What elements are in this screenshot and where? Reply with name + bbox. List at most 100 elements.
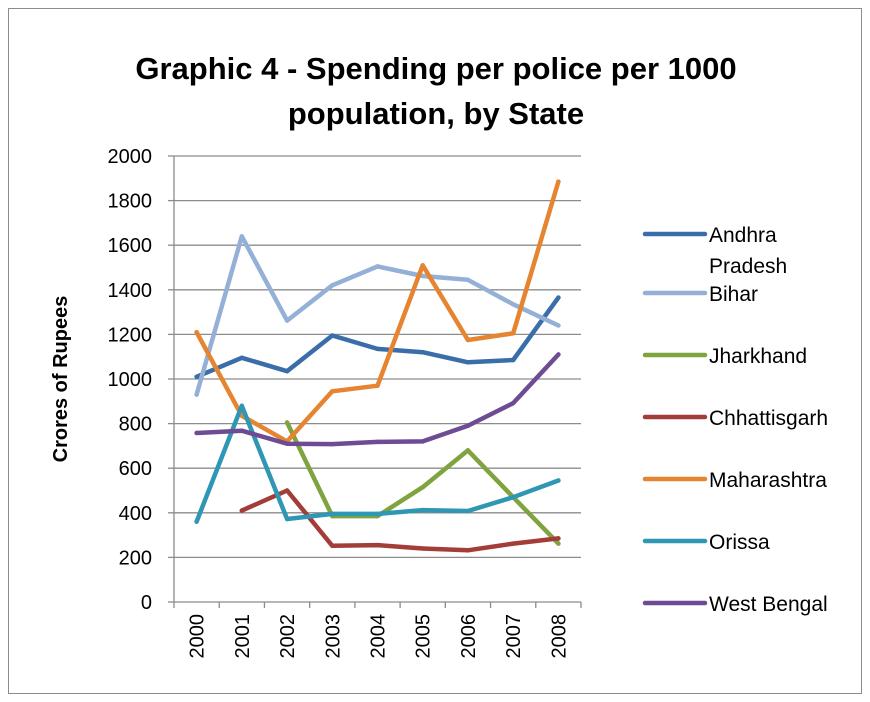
legend-label: West Bengal: [709, 593, 828, 616]
data-point-orissa: [421, 508, 425, 512]
chart-frame: Graphic 4 - Spending per police per 1000…: [8, 8, 862, 694]
x-tick-label: 2008: [548, 614, 570, 659]
data-point-bihar: [285, 318, 289, 322]
chart-title: Graphic 4 - Spending per police per 1000…: [135, 51, 736, 131]
y-tick-label: 200: [119, 547, 152, 569]
data-point-andhra-pradesh: [556, 295, 560, 299]
data-point-west-bengal: [285, 441, 289, 445]
data-point-chhattisgarh: [421, 546, 425, 550]
data-point-west-bengal: [466, 424, 470, 428]
data-point-chhattisgarh: [511, 541, 515, 545]
y-tick-label: 1800: [108, 191, 153, 213]
data-point-chhattisgarh: [285, 488, 289, 492]
data-point-andhra-pradesh: [511, 358, 515, 362]
data-point-chhattisgarh: [330, 544, 334, 548]
y-tick-label: 1000: [108, 369, 153, 391]
series-maharashtra: [194, 179, 560, 443]
legend-item-west-bengal: West Bengal: [645, 593, 828, 616]
data-point-bihar: [240, 234, 244, 238]
chart-svg: Graphic 4 - Spending per police per 1000…: [9, 9, 863, 695]
legend-label: Andhra: [709, 224, 777, 247]
x-tick-label: 2002: [277, 614, 299, 659]
series-line-andhra-pradesh: [197, 298, 559, 377]
data-point-bihar: [194, 392, 198, 396]
data-point-chhattisgarh: [240, 508, 244, 512]
series-line-maharashtra: [197, 182, 559, 442]
legend-item-orissa: Orissa: [645, 531, 770, 554]
data-point-bihar: [330, 283, 334, 287]
y-tick-label: 1600: [108, 235, 153, 257]
data-point-orissa: [240, 404, 244, 408]
x-tick-labels: 2000 2001 2002 2003 2004 2005 2006 2007 2008: [187, 614, 571, 659]
data-point-chhattisgarh: [466, 548, 470, 552]
data-point-orissa: [466, 509, 470, 513]
data-point-bihar: [466, 278, 470, 282]
data-point-jharkhand: [421, 485, 425, 489]
data-point-andhra-pradesh: [466, 360, 470, 364]
y-tick-label: 2000: [108, 146, 153, 168]
y-tick-label: 0: [141, 592, 152, 614]
legend-item-bihar: Bihar: [645, 283, 758, 306]
data-point-bihar: [375, 264, 379, 268]
data-point-orissa: [285, 517, 289, 521]
data-point-andhra-pradesh: [375, 347, 379, 351]
data-point-bihar: [511, 302, 515, 306]
legend: Andhra Pradesh Bihar Jharkhand Chhattisgarh M…: [645, 224, 828, 616]
series-line-bihar: [197, 236, 559, 394]
data-point-orissa: [330, 512, 334, 516]
y-tick-label: 1400: [108, 280, 153, 302]
data-point-chhattisgarh: [556, 536, 560, 540]
data-point-west-bengal: [421, 439, 425, 443]
x-tick-label: 2003: [322, 614, 344, 659]
y-tick-label: 800: [119, 414, 152, 436]
data-point-andhra-pradesh: [194, 375, 198, 379]
data-point-west-bengal: [375, 440, 379, 444]
series-bihar: [194, 234, 560, 397]
gridlines: [174, 156, 581, 557]
data-point-chhattisgarh: [375, 543, 379, 547]
y-axis-label-group: Crores of Rupees: [50, 296, 72, 463]
data-point-west-bengal: [556, 352, 560, 356]
data-point-maharashtra: [330, 389, 334, 393]
legend-label: Maharashtra: [709, 469, 827, 492]
legend-item-andhra-pradesh: Andhra Pradesh: [645, 224, 787, 278]
y-tick-label: 1200: [108, 324, 153, 346]
axes: [168, 156, 581, 608]
data-point-andhra-pradesh: [421, 350, 425, 354]
data-point-west-bengal: [240, 429, 244, 433]
data-point-orissa: [194, 520, 198, 524]
legend-item-maharashtra: Maharashtra: [645, 469, 827, 492]
data-point-west-bengal: [194, 431, 198, 435]
data-point-orissa: [511, 495, 515, 499]
data-point-jharkhand: [556, 541, 560, 545]
chart-title-line: Graphic 4 - Spending per police per 1000: [135, 51, 736, 86]
x-tick-label: 2004: [368, 614, 390, 659]
data-point-jharkhand: [466, 448, 470, 452]
data-point-andhra-pradesh: [240, 356, 244, 360]
legend-label: Bihar: [709, 283, 758, 306]
data-point-maharashtra: [194, 330, 198, 334]
legend-label: Jharkhand: [709, 345, 807, 368]
data-point-maharashtra: [421, 263, 425, 267]
series-lines: [194, 179, 560, 552]
x-tick-label: 2007: [503, 614, 525, 659]
data-point-andhra-pradesh: [285, 369, 289, 373]
y-tick-label: 400: [119, 503, 152, 525]
data-point-andhra-pradesh: [330, 333, 334, 337]
legend-item-jharkhand: Jharkhand: [645, 345, 807, 368]
y-axis-label: Crores of Rupees: [50, 296, 72, 463]
y-tick-labels: 0 200 400 600 800 1000 1200 1400 1600 1800 2000: [108, 146, 153, 614]
legend-label: Pradesh: [709, 255, 787, 278]
data-point-maharashtra: [556, 179, 560, 183]
legend-label: Chhattisgarh: [709, 407, 828, 430]
data-point-bihar: [556, 323, 560, 327]
data-point-orissa: [556, 478, 560, 482]
legend-item-chhattisgarh: Chhattisgarh: [645, 407, 828, 430]
x-tick-label: 2000: [187, 614, 209, 659]
series-west-bengal: [194, 352, 560, 446]
legend-label: Orissa: [709, 531, 770, 554]
x-tick-label: 2005: [413, 614, 435, 659]
data-point-west-bengal: [330, 442, 334, 446]
data-point-jharkhand: [285, 420, 289, 424]
data-point-maharashtra: [511, 331, 515, 335]
